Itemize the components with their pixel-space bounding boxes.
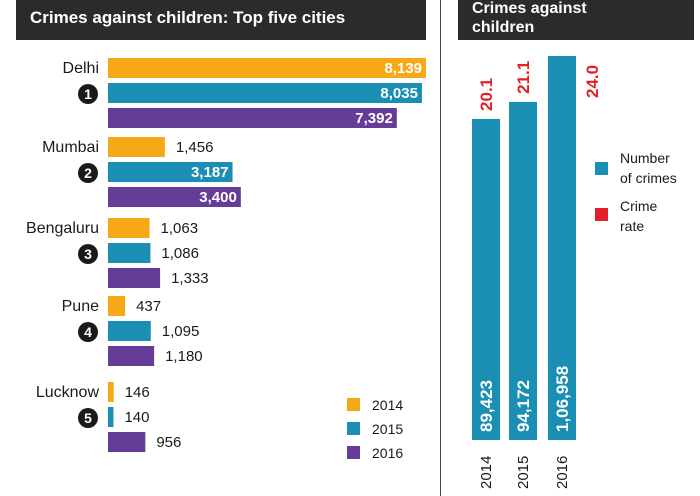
city-label-delhi: Delhi [63,60,99,77]
rank-badge-pune [78,322,98,342]
bar-bengaluru-2014 [108,218,150,238]
legend-label-2015: 2015 [372,421,403,437]
vbar-label-2015: 94,172 [514,380,533,432]
legend-label-crime-rate: Crime rate [620,198,658,234]
legend-label-2016: 2016 [372,445,403,461]
bar-label-pune-2015: 1,095 [162,323,200,340]
bar-bengaluru-2015 [108,243,151,263]
rate-label-2015: 21.1 [514,61,533,94]
right-chart-header: Crimes against children [458,0,694,40]
right-chart-title-line2: children [472,19,535,36]
legend-label-number-of-crimes: Number of crimes [620,150,677,186]
right-chart-title-line1: Crimes against [472,0,587,17]
bar-mumbai-2015 [108,162,233,182]
vbar-2015 [509,101,537,440]
bar-label-delhi-2015: 8,035 [380,85,418,102]
rank-number-delhi: 1 [84,86,92,102]
bar-lucknow-2015 [108,407,114,427]
bar-label-pune-2016: 1,180 [165,348,203,365]
year-label-2016: 2016 [554,456,571,489]
vbar-label-2014: 89,423 [477,380,496,432]
vbar-2014 [472,118,500,441]
bar-label-delhi-2016: 7,392 [355,110,393,127]
bar-label-bengaluru-2014: 1,063 [161,220,199,237]
right-chart-title: Crimes against children [472,0,587,37]
rank-badge-bengaluru [78,244,98,264]
bar-label-mumbai-2016: 3,400 [199,189,237,206]
bar-delhi-2015 [108,83,422,103]
legend-swatch-crime-rate [595,208,608,221]
bar-label-mumbai-2015: 3,187 [191,164,229,181]
bar-label-pune-2014: 437 [136,298,161,315]
vbar-2016 [548,56,576,440]
rank-badge-mumbai [78,163,98,183]
panel-divider [440,0,441,496]
vbar-label-2016: 1,06,958 [553,366,572,432]
bar-label-lucknow-2014: 146 [125,384,150,401]
rank-number-mumbai: 2 [84,165,92,181]
bar-pune-2014 [108,296,126,316]
bar-label-bengaluru-2016: 1,333 [171,270,209,287]
bar-bengaluru-2016 [108,268,161,288]
left-chart-title: Crimes against children: Top five cities [30,8,346,27]
city-label-lucknow: Lucknow [36,384,100,401]
rank-number-lucknow: 5 [84,410,92,426]
rank-badge-lucknow [78,408,98,428]
bar-label-lucknow-2016: 956 [156,434,181,451]
bar-label-delhi-2014: 8,139 [384,60,422,77]
bar-mumbai-2014 [108,137,165,157]
bar-label-lucknow-2015: 140 [124,409,149,426]
year-label-2015: 2015 [515,456,532,489]
legend-swatch-2014 [347,398,360,411]
left-chart-header: Crimes against children: Top five cities [16,0,426,40]
city-label-pune: Pune [62,298,99,315]
city-label-mumbai: Mumbai [42,139,99,156]
bar-lucknow-2016 [108,432,146,452]
rate-label-2014: 20.1 [477,78,496,111]
legend-label-2014: 2014 [372,397,403,413]
rate-label-2016: 24.0 [583,65,602,98]
city-label-bengaluru: Bengaluru [26,220,99,237]
bar-pune-2015 [108,321,151,341]
legend-swatch-number-of-crimes [595,162,608,175]
legend-swatch-2015 [347,422,360,435]
bar-label-bengaluru-2015: 1,086 [161,245,199,262]
bar-mumbai-2016 [108,187,241,207]
bar-delhi-2014 [108,58,426,78]
legend-swatch-2016 [347,446,360,459]
bar-lucknow-2014 [108,382,114,402]
bar-delhi-2016 [108,108,397,128]
rank-badge-delhi [78,84,98,104]
rank-number-pune: 4 [84,324,92,340]
rank-number-bengaluru: 3 [84,246,92,262]
bar-label-mumbai-2014: 1,456 [176,139,214,156]
year-label-2014: 2014 [478,456,495,489]
bar-pune-2016 [108,346,155,366]
